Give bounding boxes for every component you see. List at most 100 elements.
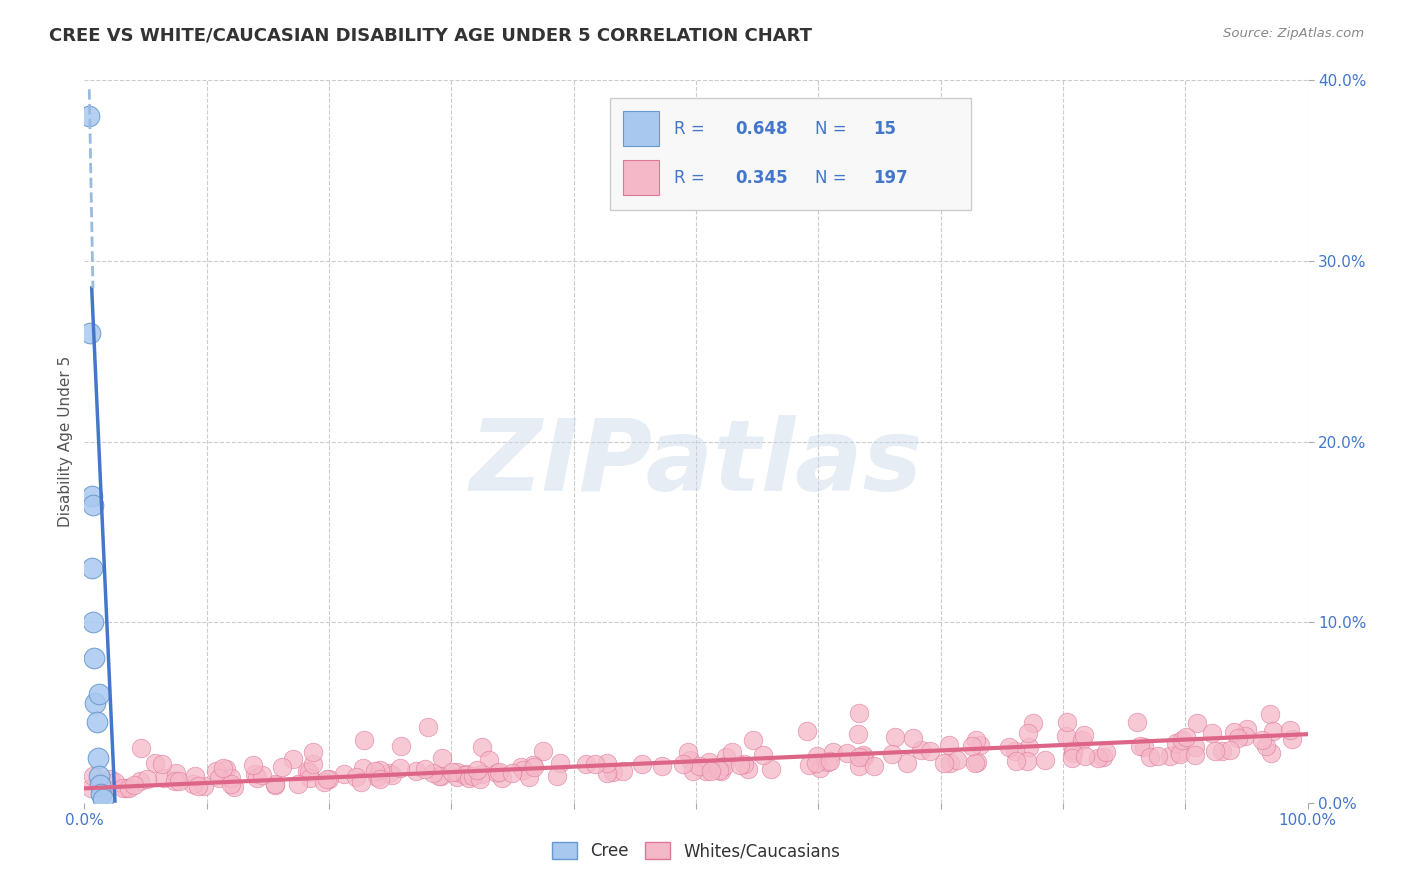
Point bbox=[84, 697, 107, 711]
Point bbox=[678, 745, 700, 759]
Point bbox=[700, 764, 723, 778]
Point bbox=[301, 745, 323, 759]
Point bbox=[471, 766, 494, 780]
Text: 0.648: 0.648 bbox=[735, 120, 787, 137]
Point bbox=[301, 756, 323, 771]
Point bbox=[848, 706, 870, 720]
Point bbox=[631, 757, 654, 772]
Point bbox=[80, 561, 103, 575]
Point bbox=[1087, 751, 1109, 765]
Point bbox=[215, 762, 238, 776]
Point bbox=[575, 756, 598, 771]
Point bbox=[454, 767, 477, 781]
Point bbox=[1126, 714, 1149, 729]
Point bbox=[509, 760, 531, 774]
Point bbox=[934, 756, 956, 771]
Point bbox=[77, 109, 100, 123]
Point bbox=[1054, 729, 1077, 743]
Point bbox=[821, 745, 844, 759]
Y-axis label: Disability Age Under 5: Disability Age Under 5 bbox=[58, 356, 73, 527]
Point bbox=[128, 773, 150, 788]
Point bbox=[1133, 739, 1156, 754]
Point bbox=[938, 738, 960, 752]
Point bbox=[115, 781, 138, 796]
Point bbox=[378, 766, 401, 780]
Point bbox=[316, 772, 339, 786]
Point bbox=[531, 744, 554, 758]
Point bbox=[1254, 739, 1277, 753]
Point bbox=[1226, 731, 1249, 745]
Point bbox=[896, 756, 918, 771]
Point bbox=[910, 743, 932, 757]
Point bbox=[430, 751, 453, 765]
Point bbox=[366, 770, 388, 784]
Point bbox=[1279, 723, 1302, 738]
Point bbox=[1201, 726, 1223, 740]
Text: 0.345: 0.345 bbox=[735, 169, 787, 186]
Point bbox=[688, 759, 710, 773]
Point bbox=[287, 777, 309, 791]
Text: ZIPatlas: ZIPatlas bbox=[470, 415, 922, 512]
Point bbox=[298, 765, 321, 780]
Point bbox=[1159, 749, 1181, 764]
Point bbox=[546, 769, 568, 783]
Point bbox=[93, 781, 115, 796]
Point bbox=[242, 758, 264, 772]
Point bbox=[104, 775, 127, 789]
Point bbox=[695, 764, 717, 779]
Point bbox=[1060, 750, 1083, 764]
Point bbox=[405, 764, 427, 779]
Point bbox=[1070, 733, 1092, 747]
Point bbox=[862, 759, 884, 773]
Point bbox=[1062, 743, 1084, 757]
Point bbox=[1139, 750, 1161, 764]
Point bbox=[1234, 729, 1257, 743]
Point bbox=[129, 741, 152, 756]
Point bbox=[997, 739, 1019, 754]
Point bbox=[1236, 722, 1258, 736]
Point bbox=[486, 766, 509, 780]
Point bbox=[353, 732, 375, 747]
Point bbox=[281, 752, 304, 766]
Point bbox=[817, 755, 839, 769]
Point bbox=[364, 764, 387, 778]
Point bbox=[965, 756, 987, 770]
Point bbox=[1250, 732, 1272, 747]
Point bbox=[523, 760, 546, 774]
Point bbox=[548, 756, 571, 770]
Point bbox=[491, 771, 513, 785]
Text: R =: R = bbox=[673, 169, 710, 186]
Point bbox=[517, 770, 540, 784]
Point bbox=[1171, 733, 1194, 747]
Point bbox=[187, 779, 209, 793]
Text: CREE VS WHITE/CAUCASIAN DISABILITY AGE UNDER 5 CORRELATION CHART: CREE VS WHITE/CAUCASIAN DISABILITY AGE U… bbox=[49, 27, 813, 45]
Point bbox=[612, 764, 634, 778]
Point bbox=[314, 775, 336, 789]
Point bbox=[446, 770, 468, 784]
Point bbox=[446, 764, 468, 779]
Point bbox=[270, 760, 292, 774]
Point bbox=[737, 762, 759, 776]
Point bbox=[806, 749, 828, 764]
Point bbox=[79, 326, 101, 340]
Point bbox=[962, 739, 984, 753]
Point bbox=[122, 778, 145, 792]
Legend: Cree, Whites/Caucasians: Cree, Whites/Caucasians bbox=[546, 835, 846, 867]
Point bbox=[352, 761, 374, 775]
Point bbox=[488, 765, 510, 780]
Point bbox=[111, 780, 134, 795]
Point bbox=[150, 756, 173, 771]
Bar bbox=[623, 161, 659, 195]
Point bbox=[98, 772, 121, 786]
Point bbox=[742, 732, 765, 747]
Point bbox=[853, 749, 876, 764]
Point bbox=[344, 770, 367, 784]
Point bbox=[1170, 747, 1192, 762]
Point bbox=[1017, 726, 1039, 740]
Point bbox=[672, 757, 695, 772]
Point bbox=[1260, 747, 1282, 761]
Point bbox=[1091, 749, 1114, 764]
Point bbox=[163, 773, 186, 788]
Point bbox=[250, 768, 273, 782]
Point bbox=[848, 750, 870, 764]
